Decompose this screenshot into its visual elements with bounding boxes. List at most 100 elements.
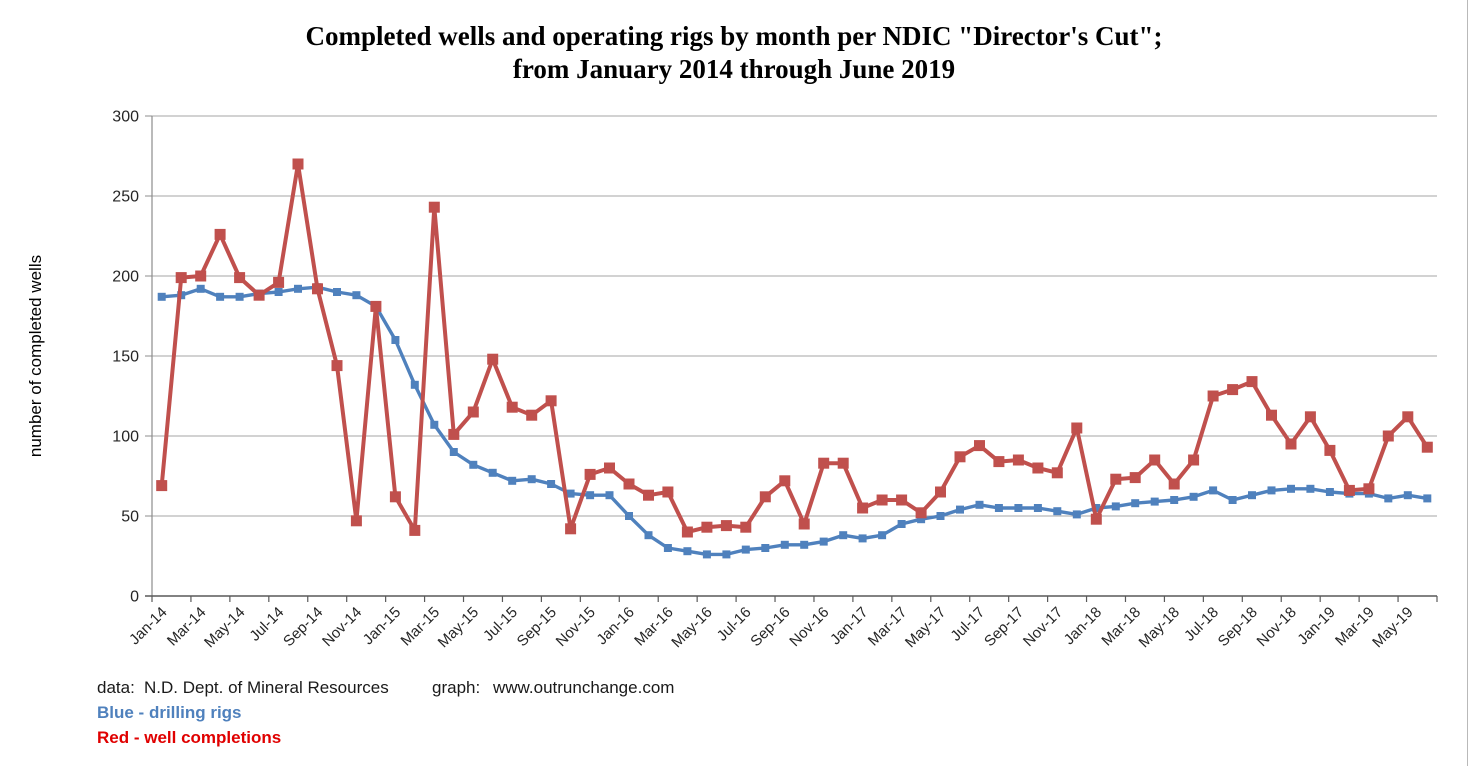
rigs-marker [1072,510,1081,519]
rigs-marker [216,292,225,301]
x-tick-label: Jan-19 [1294,604,1338,648]
rigs-marker [761,544,770,552]
completions-marker [915,507,927,519]
rigs-marker [1150,497,1159,506]
x-tick-label: Jan-18 [1061,604,1105,648]
rigs-marker [917,515,926,524]
rigs-marker [1287,484,1295,493]
completions-marker [312,283,323,295]
y-tick-label: 250 [112,189,139,206]
completions-marker [857,502,869,514]
completions-marker [448,428,460,440]
rigs-marker [839,531,848,540]
x-tick-label: Nov-14 [319,604,365,650]
x-tick-label: Sep-17 [981,604,1027,650]
x-tick-label: May-19 [1369,604,1416,651]
completions-marker [993,456,1005,468]
x-tick-label: May-18 [1136,604,1183,651]
completions-marker [759,491,771,503]
legend-blue-series: Blue - drilling rigs [97,703,242,722]
completions-marker [1304,411,1316,423]
completions-marker [428,201,440,213]
rigs-marker [469,460,478,469]
x-tick-label: Mar-19 [1332,604,1378,650]
x-tick-label: Mar-15 [398,604,444,650]
y-tick-label: 100 [112,429,139,446]
completions-marker [1188,454,1200,466]
completions-marker [701,521,713,533]
x-tick-label: Nov-17 [1020,604,1066,650]
completions-marker [1266,409,1277,421]
rigs-marker [410,380,419,389]
rigs-marker [566,489,575,498]
completions-marker [409,524,421,536]
rigs-marker [235,292,244,301]
rigs-marker [956,505,964,514]
data-source-value: N.D. Dept. of Mineral Resources [144,678,389,697]
completions-marker [662,486,674,498]
rigs-marker [488,468,497,477]
y-tick-label: 0 [130,589,139,606]
rigs-marker [1131,499,1140,508]
rigs-marker [683,547,692,556]
completions-marker [350,515,362,527]
rigs-marker [196,284,205,293]
completions-marker [740,521,752,533]
completions-marker [1207,390,1219,402]
legend-red-series: Red - well completions [97,728,282,747]
completions-marker [1227,384,1239,396]
rigs-marker [1384,494,1393,503]
completions-marker [1012,454,1024,466]
gridlines [145,115,1437,597]
completions-marker [526,409,538,421]
completions-marker [506,401,518,413]
rigs-marker [1325,488,1334,496]
rigs-marker [508,476,517,485]
rigs-marker [819,537,828,546]
y-axis-labels: 0 50 100 150 200 250 300 [112,109,139,606]
completions-marker [370,300,382,312]
completions-marker [837,457,849,469]
completions-marker [974,440,985,452]
completions-marker [1343,484,1355,496]
x-tick-label: May-14 [201,604,248,651]
completions-marker [292,158,304,170]
rigs-marker [1423,494,1432,503]
rigs-marker [157,292,166,301]
y-tick-label: 300 [112,109,139,126]
rigs-markers [157,283,1432,559]
completions-marker [1032,462,1044,474]
rigs-marker [1248,491,1256,500]
completions-marker [214,228,226,240]
completions-marker [545,395,557,407]
rigs-marker [741,545,750,554]
completions-marker [818,457,830,469]
completions-marker [1071,422,1083,434]
rigs-marker [897,520,906,528]
rigs-marker [1228,496,1237,504]
x-tick-label: Sep-15 [514,604,560,650]
rigs-marker [1209,486,1218,495]
completions-marker [273,276,285,288]
completions-marker [1402,411,1414,423]
completions-marker [1090,513,1102,525]
rigs-marker [449,448,458,456]
rigs-marker [1403,491,1412,500]
completions-marker [1129,472,1141,484]
x-tick-label: Mar-17 [865,604,911,650]
y-tick-label: 200 [112,269,139,286]
completions-marker [467,406,479,418]
completions-marker [623,478,635,490]
completions-marker [720,520,732,532]
rigs-marker [274,288,283,296]
rigs-marker [1092,504,1101,512]
completions-marker [1421,441,1433,453]
rigs-marker [547,480,556,488]
x-tick-label: Sep-18 [1215,604,1261,650]
rigs-marker [780,540,789,549]
rigs-marker [333,288,341,296]
rigs-marker [294,284,302,293]
x-tick-label: Mar-16 [631,604,677,650]
